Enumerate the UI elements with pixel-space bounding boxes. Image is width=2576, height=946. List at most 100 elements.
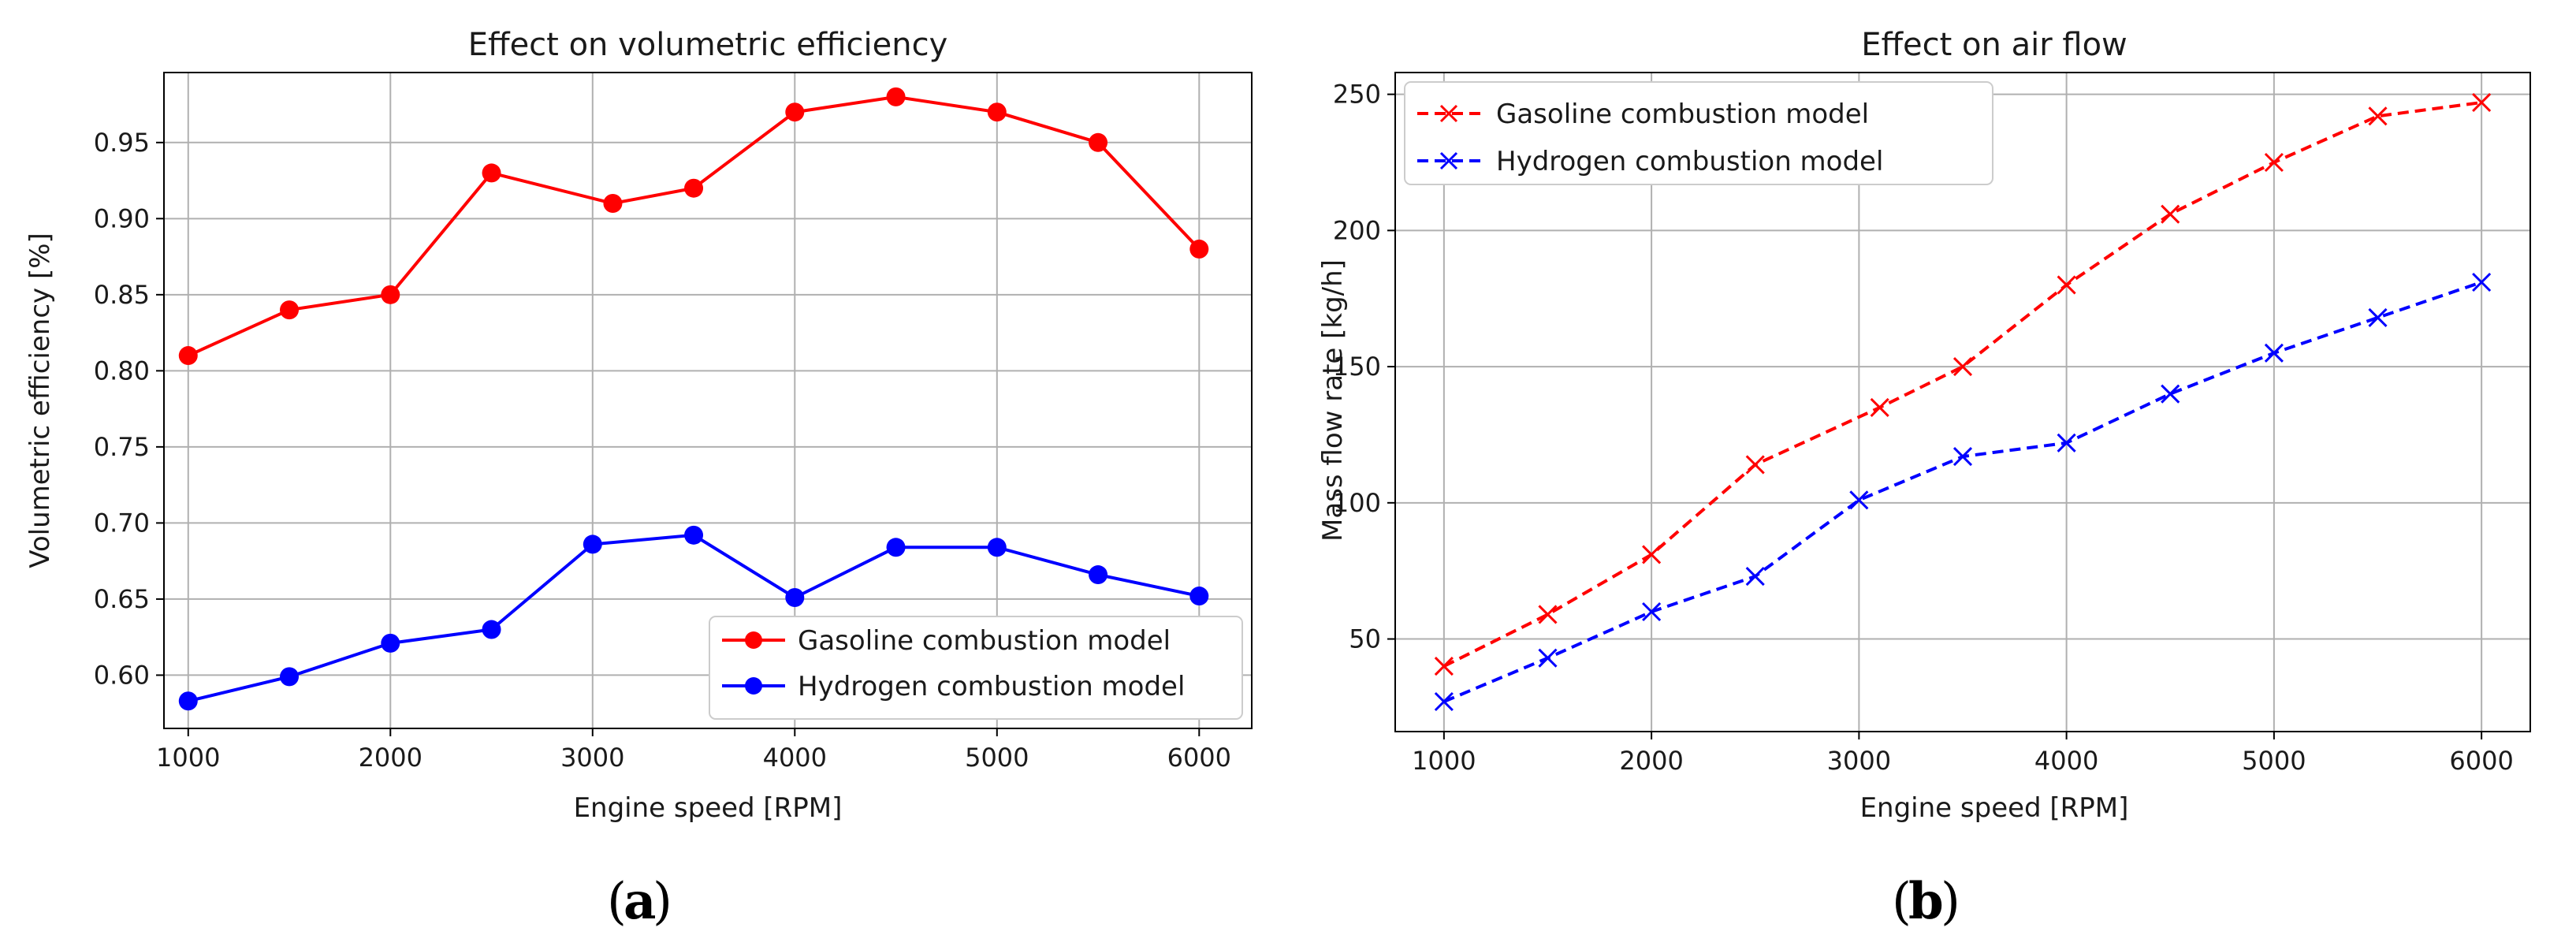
chart-b-point-gasoline — [2161, 204, 2180, 224]
chart-b-point-hydrogen — [2472, 272, 2492, 292]
chart-b-point-hydrogen — [1642, 601, 1662, 622]
chart-a-point-hydrogen — [987, 538, 1007, 557]
chart-b-series-line-gasoline — [1443, 101, 2482, 668]
chart-a-series-line-gasoline — [187, 95, 1201, 357]
chart-air-flow: Effect on air flow 1000 2000 3000 4000 5000 6… — [1317, 27, 2531, 824]
chart-a-ytick-label: 0.75 — [94, 432, 150, 462]
chart-volumetric-efficiency: Effect on volumetric efficiency 1000 2000… — [24, 27, 1253, 824]
chart-a-legend-box — [709, 616, 1243, 720]
chart-b-point-gasoline — [2264, 152, 2284, 173]
chart-a-ylabel: Volumetric efficiency [%] — [24, 233, 56, 568]
chart-b-ytick-label: 150 — [1333, 352, 1381, 382]
chart-a-legend-marker-hydrogen — [745, 677, 762, 695]
chart-b-xtick-label: 3000 — [1827, 746, 1891, 776]
chart-b-point-gasoline — [1642, 545, 1662, 564]
chart-b-xtick-label: 4000 — [2034, 746, 2098, 776]
chart-a-point-gasoline — [280, 300, 300, 320]
chart-b-point-hydrogen — [2057, 433, 2076, 453]
chart-a-xtick-label: 4000 — [763, 743, 827, 773]
chart-a-point-gasoline — [785, 102, 805, 122]
chart-b-xtick-label: 6000 — [2449, 746, 2513, 776]
chart-b-legend-box — [1404, 81, 1993, 185]
chart-b-point-gasoline — [1538, 605, 1558, 624]
chart-a-point-gasoline — [381, 285, 400, 304]
chart-a-xtick-label: 3000 — [560, 743, 624, 773]
chart-b-ytick-label: 250 — [1333, 80, 1381, 110]
chart-b-legend-label-gasoline: Gasoline combustion model — [1496, 99, 1869, 130]
caption-a-letter: a — [624, 872, 656, 931]
chart-a-legend-marker-gasoline — [745, 631, 762, 649]
chart-a-point-gasoline — [987, 102, 1007, 122]
chart-a-point-hydrogen — [1089, 565, 1108, 585]
chart-b-point-gasoline — [1870, 397, 1889, 417]
caption-a-open-paren: ( — [607, 873, 627, 931]
chart-a-legend-label-hydrogen: Hydrogen combustion model — [798, 671, 1185, 702]
chart-a-point-gasoline — [1189, 239, 1209, 259]
chart-b-point-hydrogen — [1538, 648, 1558, 668]
chart-a-xtick-label: 6000 — [1167, 743, 1231, 773]
chart-b-point-gasoline — [1434, 657, 1454, 676]
chart-a-ytick-label: 0.80 — [94, 356, 150, 385]
chart-b-title: Effect on air flow — [1861, 27, 2127, 63]
chart-a-title: Effect on volumetric efficiency — [468, 27, 948, 63]
chart-b-ytick-label: 200 — [1333, 215, 1381, 245]
caption-b-close-paren: ) — [1941, 873, 1960, 931]
chart-b-legend-marker-hydrogen — [1439, 151, 1458, 170]
caption-a-close-paren: ) — [653, 873, 672, 931]
chart-a-xtick-label: 5000 — [965, 743, 1029, 773]
chart-a-legend-label-gasoline: Gasoline combustion model — [798, 625, 1171, 657]
chart-a-point-hydrogen — [583, 534, 602, 554]
chart-a-ytick-label: 0.70 — [94, 508, 150, 538]
chart-b-point-gasoline — [2057, 275, 2076, 295]
chart-b-point-hydrogen — [1952, 447, 1973, 467]
chart-a-point-hydrogen — [785, 587, 805, 607]
chart-a-point-gasoline — [603, 194, 623, 214]
chart-a-point-gasoline — [482, 163, 501, 183]
caption-b-open-paren: ( — [1892, 873, 1912, 931]
chart-b-point-hydrogen — [1434, 691, 1454, 712]
chart-b-point-gasoline — [2472, 92, 2492, 113]
chart-a-legend: Gasoline combustion model Hydrogen combu… — [709, 616, 1243, 720]
chart-a-point-hydrogen — [482, 620, 501, 639]
chart-a-point-hydrogen — [1189, 587, 1209, 606]
chart-a-ytick-label: 0.95 — [94, 128, 150, 158]
chart-b-xtick-label: 2000 — [1619, 746, 1683, 776]
caption-b-letter: b — [1908, 872, 1944, 931]
chart-b-ylabel: Mass flow rate [kg/h] — [1317, 259, 1349, 542]
chart-b-point-hydrogen — [2161, 384, 2180, 404]
chart-a-point-gasoline — [178, 346, 198, 366]
chart-b-xtick-label: 1000 — [1412, 746, 1476, 776]
chart-a-point-gasoline — [684, 178, 704, 198]
chart-b-point-gasoline — [2368, 106, 2388, 126]
chart-b-point-gasoline — [1745, 455, 1765, 475]
chart-a-plot-frame — [163, 72, 1253, 729]
chart-a-point-gasoline — [1089, 132, 1108, 152]
chart-b-point-hydrogen — [1745, 567, 1765, 587]
chart-a-xtick-label: 1000 — [156, 743, 220, 773]
chart-a-point-hydrogen — [381, 633, 400, 653]
chart-b-legend: Gasoline combustion model Hydrogen combu… — [1404, 81, 1993, 185]
chart-a-xtick-label: 2000 — [359, 743, 423, 773]
chart-a-point-gasoline — [886, 87, 906, 106]
chart-a-ytick-label: 0.60 — [94, 660, 150, 690]
caption-b: ( b ) — [1892, 872, 1960, 931]
chart-b-point-hydrogen — [1849, 490, 1869, 510]
chart-b-ytick-label: 100 — [1333, 488, 1381, 518]
chart-a-ytick-label: 0.90 — [94, 203, 150, 233]
chart-b-point-hydrogen — [2368, 307, 2388, 327]
chart-a-point-hydrogen — [684, 525, 704, 545]
chart-a-point-hydrogen — [178, 691, 198, 711]
chart-b-xlabel: Engine speed [RPM] — [1860, 792, 2129, 824]
chart-a-ytick-label: 0.65 — [94, 584, 150, 614]
chart-a-point-hydrogen — [280, 667, 300, 687]
chart-b-xtick-label: 5000 — [2242, 746, 2306, 776]
chart-b-point-gasoline — [1952, 357, 1973, 377]
chart-b-point-hydrogen — [2264, 343, 2284, 363]
chart-a-point-hydrogen — [886, 538, 906, 557]
caption-a: ( a ) — [607, 872, 672, 931]
chart-b-legend-marker-gasoline — [1439, 104, 1458, 123]
chart-b-legend-label-hydrogen: Hydrogen combustion model — [1496, 146, 1883, 177]
chart-b-ytick-label: 50 — [1349, 624, 1381, 654]
chart-b-plot-frame — [1394, 72, 2531, 732]
